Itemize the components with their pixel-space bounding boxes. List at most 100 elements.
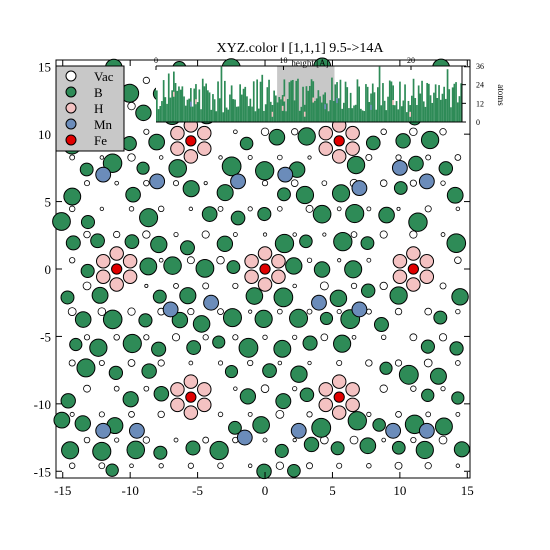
h-point [122, 254, 138, 269]
vac-point [247, 206, 253, 212]
b-point [141, 363, 157, 379]
vac-point [83, 334, 91, 341]
vac-point [275, 461, 285, 470]
vac-point [277, 154, 283, 161]
vac-point [277, 360, 283, 366]
vac-point [98, 359, 105, 366]
vac-point [394, 359, 403, 367]
b-point [168, 159, 188, 178]
x-tick-label: 15 [461, 483, 474, 498]
b-point [420, 339, 435, 354]
h-point [271, 269, 286, 284]
y-tick-label: -10 [34, 397, 51, 412]
vac-point [438, 333, 448, 342]
vac-point [247, 411, 253, 417]
histogram-bar [380, 105, 383, 122]
b-point [192, 315, 211, 333]
vac-point [217, 205, 224, 212]
mn-point [95, 422, 112, 439]
vac-point [202, 334, 209, 341]
histogram-bar [218, 98, 221, 122]
histogram-bar [399, 81, 401, 122]
histogram-bar [421, 80, 423, 122]
b-point [135, 104, 152, 122]
histogram-bar [263, 110, 265, 122]
vac-point [365, 359, 373, 367]
histogram-bar [217, 81, 219, 122]
vac-point [217, 462, 224, 469]
b-point [391, 440, 406, 455]
vac-point [394, 461, 403, 470]
b-point [201, 206, 218, 222]
mn-point [351, 180, 368, 197]
histogram-bar [207, 90, 209, 122]
mn-point [391, 159, 408, 176]
b-point [378, 206, 395, 224]
y-tick-label: -15 [34, 464, 51, 479]
histogram-bar [326, 103, 328, 122]
histogram-bar [178, 86, 180, 122]
histogram-bar [161, 101, 163, 122]
histogram-bar [366, 86, 369, 122]
vac-point [68, 359, 76, 367]
h-point [419, 269, 435, 284]
mn-point [95, 166, 112, 183]
histogram-bar [327, 111, 330, 122]
b-point [275, 393, 292, 410]
b-point [226, 260, 241, 274]
vac-point [455, 206, 461, 212]
vac-point [262, 334, 268, 340]
vac-point [320, 333, 329, 342]
legend-marker [65, 70, 77, 82]
b-point [163, 256, 182, 275]
vac-point [114, 180, 119, 186]
b-point [80, 263, 95, 279]
vac-point [99, 206, 104, 212]
histogram-bar [348, 108, 350, 122]
histogram-bar [443, 86, 445, 122]
histogram-bar [361, 110, 364, 122]
histogram-bar [411, 95, 413, 122]
vac-point [172, 180, 180, 187]
vac-point [260, 384, 270, 393]
vac-point [232, 334, 239, 341]
mn-point [290, 422, 307, 439]
h-point [183, 405, 199, 420]
histogram-bar [169, 97, 172, 122]
vac-point [68, 462, 76, 469]
histogram-bar [297, 78, 299, 122]
h-point [406, 277, 421, 292]
vac-point [305, 204, 314, 213]
vac-point [292, 437, 297, 443]
b-point [408, 212, 428, 232]
mn-point [236, 429, 253, 446]
vac-point [187, 462, 194, 469]
vac-point [425, 411, 432, 418]
b-point [372, 418, 386, 432]
vac-point [187, 308, 195, 316]
vac-point [410, 385, 417, 392]
histogram-bar [412, 78, 415, 122]
b-point [333, 334, 352, 353]
h-point [122, 269, 138, 284]
vac-point [319, 281, 329, 291]
vac-point [455, 360, 461, 366]
b-point [398, 364, 419, 385]
legend-marker [65, 86, 77, 98]
h-point [345, 125, 360, 141]
b-point [182, 180, 200, 198]
vac-point [188, 206, 194, 212]
vac-point [157, 410, 165, 419]
b-point [212, 335, 226, 349]
histogram-bar [191, 106, 194, 122]
b-point [63, 187, 82, 206]
histogram-bar [344, 81, 347, 122]
b-point [74, 415, 91, 432]
histogram-bar [235, 106, 238, 122]
b-point [153, 385, 170, 402]
b-point [360, 236, 375, 251]
mn-point [277, 166, 294, 183]
fe-point [259, 263, 271, 275]
histogram-bar [422, 101, 425, 122]
histogram-bar [373, 92, 376, 122]
